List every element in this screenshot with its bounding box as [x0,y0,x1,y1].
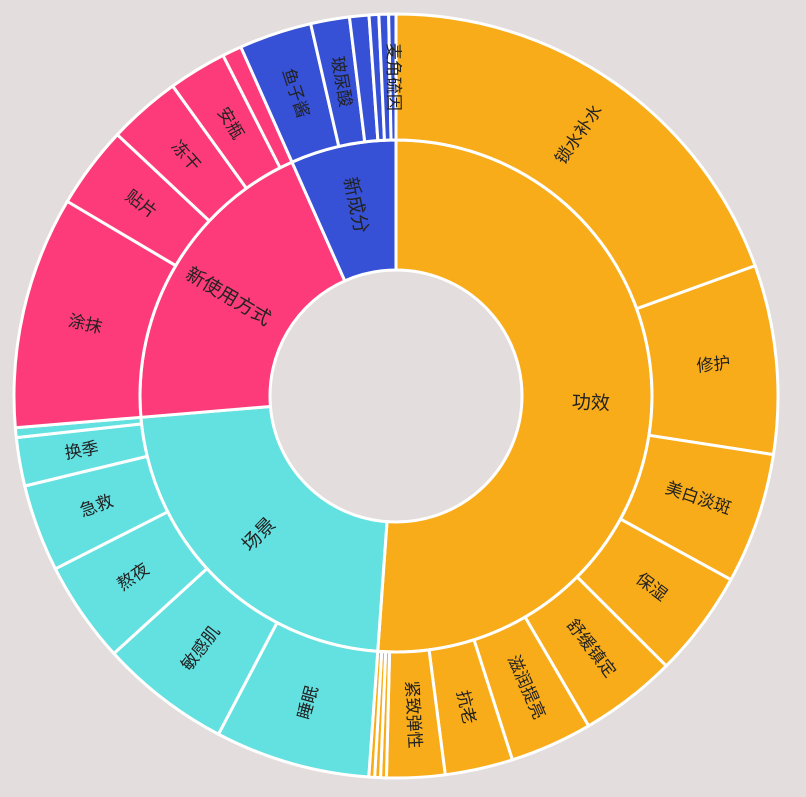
outer-label-e4bfaee68aa4: 修护 [696,354,732,377]
outer-segment-e99481e6b0b4e8a1a5e6b0b4[interactable] [394,12,757,311]
sunburst-segments [12,12,780,780]
outer-label-e9baa6e8a792e7a1abe59ba0: 麦角硫因 [383,43,404,111]
inner-label-e58a9fe69588: 功效 [571,391,610,414]
outer-label-e7b4a7e887b4e5bcb9e680a7: 紧致弹性 [401,680,425,749]
outer-segment-e9baa6e8a792e7a1abe59ba0[interactable] [387,12,398,142]
